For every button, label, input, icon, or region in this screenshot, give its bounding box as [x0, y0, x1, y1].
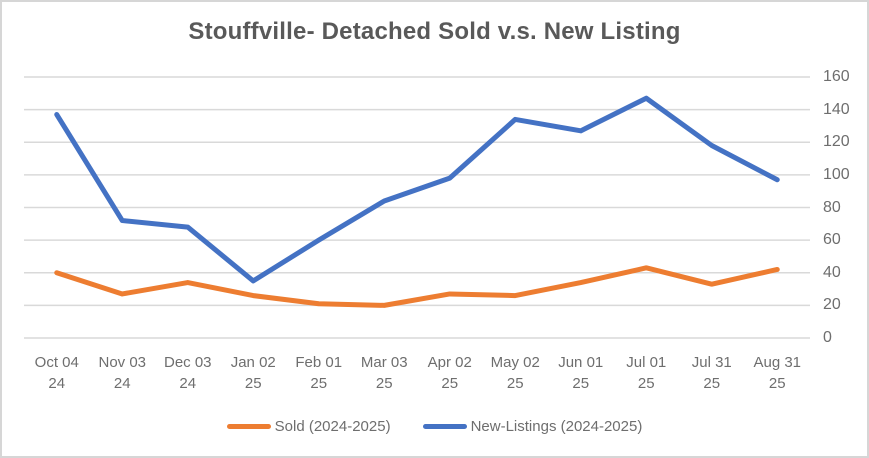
x-tick-label: Jun 01 25: [546, 352, 616, 394]
y-tick-label: 160: [823, 68, 850, 85]
sold-series-marker: [226, 424, 271, 429]
x-tick-label-date: Jul 01: [626, 354, 667, 371]
x-tick-label-year: 25: [310, 375, 328, 392]
x-tick-label-year: 25: [703, 375, 721, 392]
x-tick-label: Mar 03 25: [349, 352, 419, 394]
x-tick-label-date: Jun 01: [558, 354, 604, 371]
x-tick-label: Aug 31 25: [742, 352, 812, 394]
series-line-1: [54, 95, 780, 284]
x-tick-label-date: Feb 01: [295, 354, 343, 371]
series-line-0: [54, 265, 780, 308]
x-tick-label: Apr 02 25: [415, 352, 485, 394]
new-listings-series-marker: [422, 424, 467, 429]
x-tick-label-year: 25: [244, 375, 262, 392]
y-tick-label: 20: [823, 296, 841, 314]
x-tick-label: Nov 03 24: [87, 352, 157, 394]
legend-item-new-listings: New-Listings (2024-2025): [422, 418, 643, 435]
x-tick-label-year: 24: [48, 375, 66, 392]
x-tick-label-date: Apr 02: [427, 354, 472, 371]
y-tick-label: 120: [823, 133, 850, 151]
x-tick-label-date: Nov 03: [98, 354, 147, 371]
y-tick-label: 100: [823, 165, 850, 183]
x-tick-label-year: 24: [179, 375, 197, 392]
y-tick-label: 0: [823, 329, 832, 346]
chart-title: Stouffville- Detached Sold v.s. New List…: [188, 18, 681, 45]
legend-label-new-listings: New-Listings (2024-2025): [470, 418, 643, 435]
x-tick-label: Feb 01 25: [284, 352, 354, 394]
x-tick-label-year: 25: [441, 375, 459, 392]
legend-item-sold: Sold (2024-2025): [226, 418, 391, 435]
gridlines: [24, 76, 810, 339]
y-tick-label: 140: [823, 100, 850, 118]
x-tick-label-year: 25: [768, 375, 786, 392]
x-tick-label: Jul 01 25: [611, 352, 681, 394]
x-tick-label: Jul 31 25: [677, 352, 747, 394]
y-tick-label: 60: [823, 231, 841, 249]
x-tick-label-date: May 02: [490, 354, 540, 371]
x-tick-label: Dec 03 24: [153, 352, 223, 394]
legend: Sold (2024-2025) New-Listings (2024-2025…: [2, 418, 867, 435]
x-tick-label-date: Jul 31: [691, 354, 732, 371]
x-tick-label-year: 24: [113, 375, 131, 392]
x-tick-label-year: 25: [637, 375, 655, 392]
x-tick-label: Jan 02 25: [218, 352, 288, 394]
x-tick-label-date: Jan 02: [230, 354, 276, 371]
x-tick-label-year: 25: [375, 375, 393, 392]
x-tick-label: Oct 04 24: [22, 352, 92, 394]
y-tick-label: 80: [823, 198, 841, 216]
y-tick-label: 40: [823, 263, 841, 281]
x-tick-label-date: Oct 04: [34, 354, 79, 371]
series-lines: [54, 95, 780, 308]
legend-label-sold: Sold (2024-2025): [274, 418, 391, 435]
x-tick-label-year: 25: [572, 375, 590, 392]
x-tick-label-date: Aug 31: [753, 354, 802, 371]
x-tick-label: May 02 25: [480, 352, 550, 394]
x-tick-label-date: Dec 03: [163, 354, 212, 371]
x-tick-label-date: Mar 03: [360, 354, 408, 371]
x-tick-label-year: 25: [506, 375, 524, 392]
